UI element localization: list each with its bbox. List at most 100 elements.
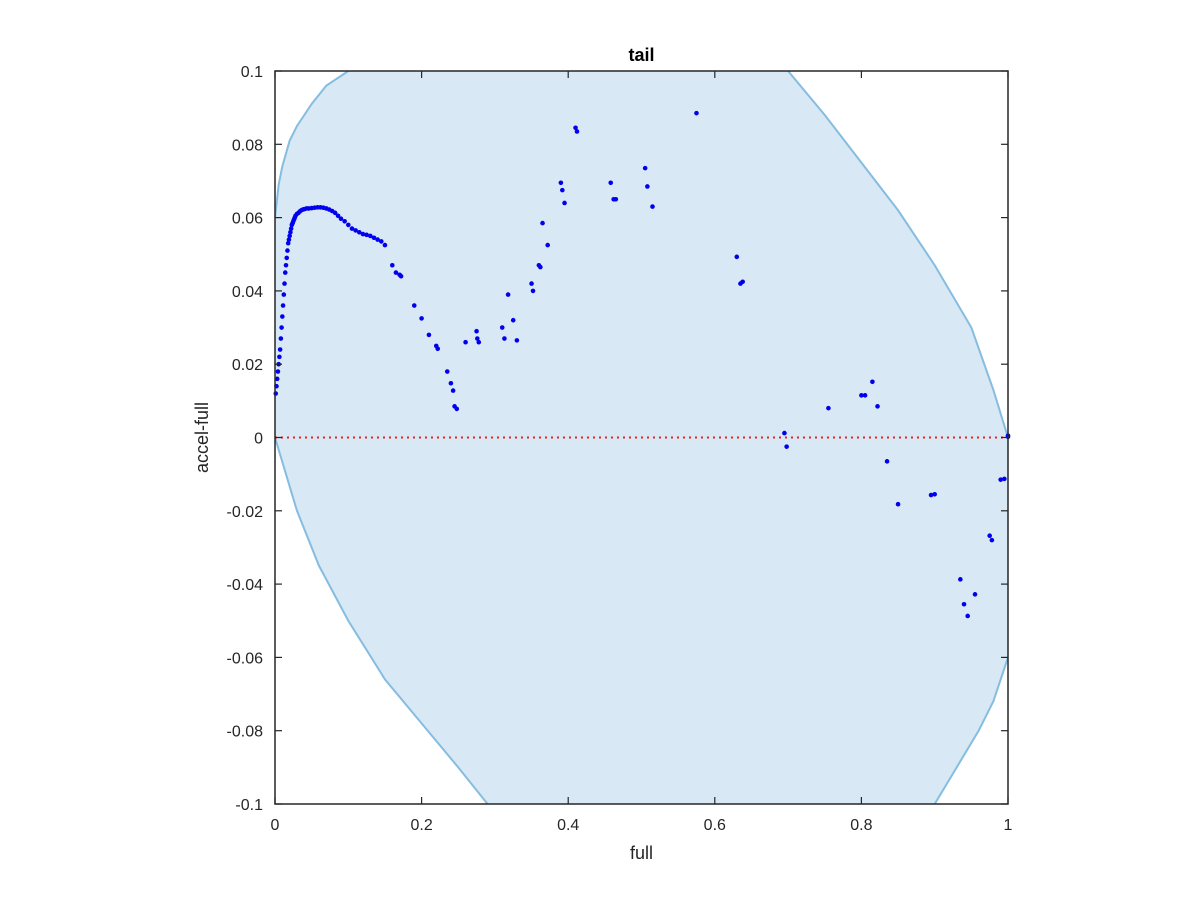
- data-point: [367, 233, 373, 239]
- data-point: [349, 226, 355, 231]
- data-point: [411, 303, 417, 308]
- data-point: [426, 332, 432, 338]
- data-point: [475, 336, 480, 341]
- data-point: [450, 388, 456, 393]
- data-point: [279, 325, 284, 330]
- axes-layer: 0 0.2 0.4 0.6 0.8 1 -0.1 -0.08 -0.06 -0.04 -0.02 0 0…: [227, 64, 1013, 834]
- data-point: [342, 218, 347, 224]
- data-point: [884, 459, 890, 464]
- data-point: [529, 281, 534, 286]
- y-tick-label: -0.06: [227, 650, 264, 667]
- region-edge-lower-right: [933, 657, 1008, 804]
- data-point: [360, 231, 366, 237]
- y-tick-label: 0.08: [232, 137, 263, 154]
- data-point: [375, 237, 380, 242]
- y-tick-label: 0: [254, 431, 263, 448]
- data-point: [474, 328, 479, 334]
- data-point: [283, 262, 289, 268]
- data-point: [530, 288, 536, 294]
- data-point: [378, 239, 384, 244]
- data-point: [280, 314, 285, 319]
- data-point: [353, 228, 358, 233]
- region-edge-upper: [275, 71, 349, 218]
- data-point: [499, 325, 505, 330]
- data-point: [694, 110, 699, 116]
- y-tick-label: 0.06: [232, 211, 263, 228]
- data-point: [608, 180, 614, 186]
- data-point: [558, 180, 564, 186]
- y-tick-label: -0.02: [227, 504, 264, 521]
- data-point: [972, 592, 978, 597]
- y-tick-label: 0.04: [232, 284, 263, 301]
- data-point: [277, 347, 283, 352]
- data-point: [998, 477, 1003, 482]
- data-point: [510, 317, 516, 323]
- data-point: [419, 316, 424, 321]
- data-point: [278, 336, 284, 341]
- data-point: [332, 210, 338, 216]
- data-point: [454, 406, 460, 412]
- x-tick-label: 0: [271, 817, 280, 834]
- y-tick-label: -0.08: [227, 724, 264, 741]
- points-layer: [273, 110, 1011, 619]
- x-tick-label: 0.4: [557, 817, 579, 834]
- data-point: [562, 200, 567, 206]
- data-point: [859, 393, 864, 398]
- data-point: [987, 533, 992, 539]
- data-point: [875, 404, 880, 409]
- data-point: [277, 354, 282, 360]
- data-point: [444, 369, 450, 374]
- data-point: [870, 379, 875, 385]
- x-axis-label: full: [630, 843, 653, 863]
- data-point: [613, 196, 619, 202]
- data-point: [505, 292, 511, 297]
- data-point: [335, 213, 341, 219]
- data-point: [545, 242, 550, 248]
- data-point: [282, 281, 287, 286]
- data-point: [826, 405, 831, 411]
- data-point: [280, 303, 286, 308]
- data-point: [740, 279, 745, 285]
- y-tick-label: -0.1: [235, 797, 263, 814]
- x-tick-label: 0.8: [850, 817, 872, 834]
- data-point: [398, 273, 404, 279]
- data-point: [895, 501, 901, 507]
- data-point: [389, 262, 395, 268]
- data-point: [1002, 476, 1007, 482]
- data-point: [282, 270, 288, 275]
- region-edge-upper-right: [787, 71, 1008, 438]
- data-point: [928, 492, 934, 498]
- data-point: [346, 222, 351, 228]
- data-point: [364, 232, 369, 238]
- data-point: [645, 184, 650, 189]
- data-point: [989, 537, 995, 543]
- data-point: [574, 129, 580, 134]
- data-point: [371, 235, 377, 241]
- data-point: [356, 229, 362, 235]
- data-point: [932, 492, 937, 497]
- data-point: [502, 336, 507, 341]
- x-tick-label: 0.2: [410, 817, 432, 834]
- y-tick-label: 0.02: [232, 357, 263, 374]
- y-tick-label: 0.1: [241, 64, 263, 81]
- x-tick-label: 1: [1004, 817, 1013, 834]
- data-point: [274, 376, 280, 382]
- data-point: [965, 613, 970, 619]
- data-point: [958, 577, 963, 582]
- data-point: [382, 242, 388, 248]
- data-point: [642, 165, 648, 171]
- y-tick-label: -0.04: [227, 577, 264, 594]
- data-point: [734, 254, 740, 260]
- chart-title: tail: [628, 45, 654, 65]
- data-point: [448, 380, 454, 386]
- data-point: [285, 240, 291, 246]
- data-point: [286, 237, 292, 242]
- data-point: [538, 264, 543, 270]
- data-point: [435, 346, 441, 352]
- data-point: [288, 226, 294, 231]
- data-point: [338, 216, 344, 221]
- data-point: [650, 204, 655, 209]
- data-point: [284, 255, 290, 261]
- data-point: [961, 601, 967, 607]
